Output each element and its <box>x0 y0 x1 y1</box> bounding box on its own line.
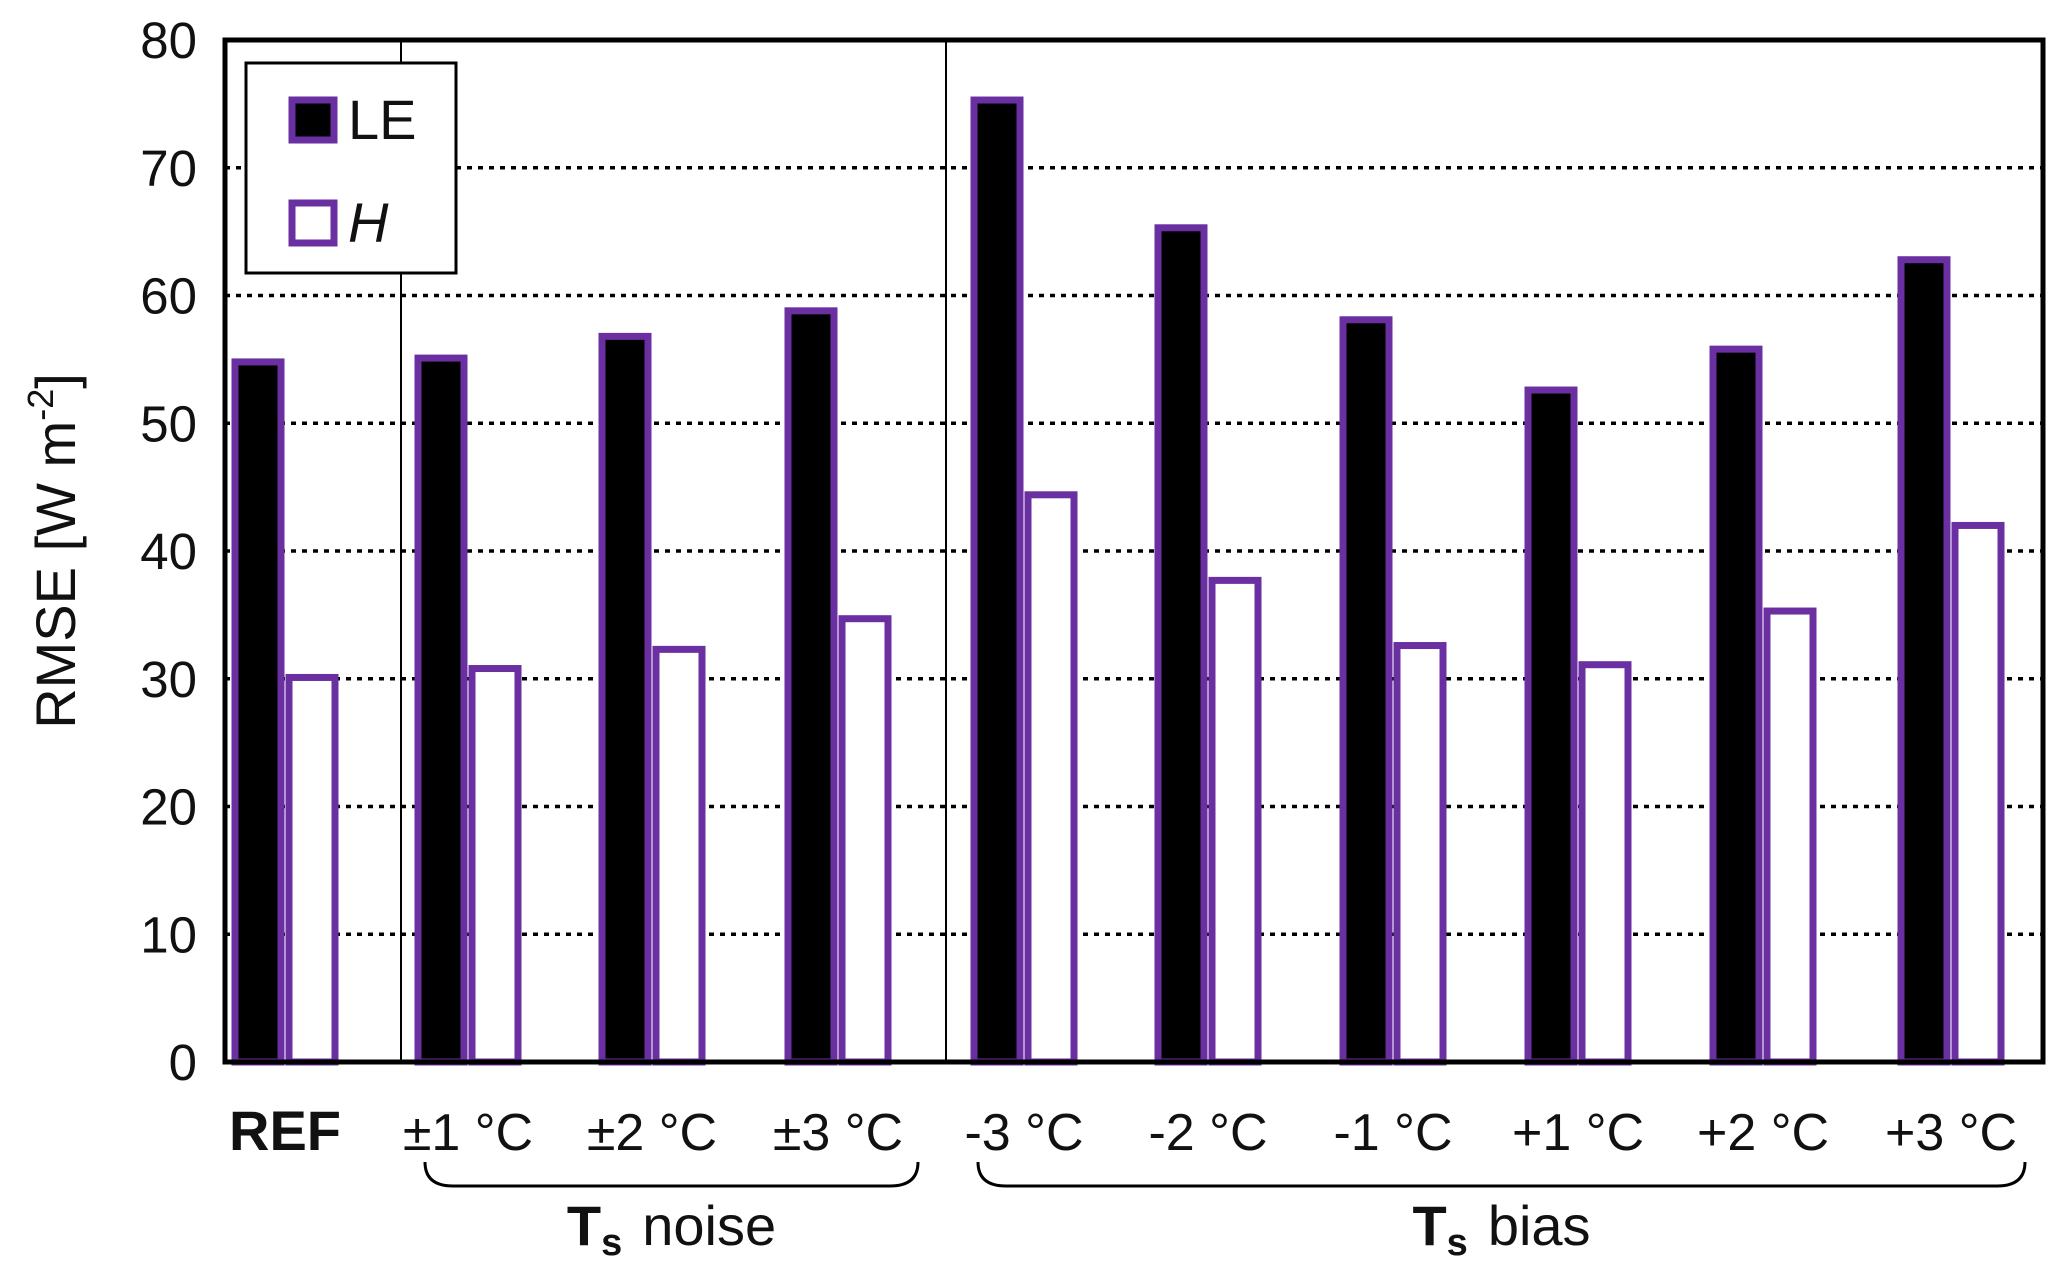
bar-h-2 <box>652 645 706 1066</box>
bar-h-9 <box>1951 521 2005 1066</box>
bar-h-1 <box>468 665 522 1066</box>
bar-h-6 <box>1393 642 1447 1066</box>
bars <box>231 96 2005 1066</box>
group-bracket-0 <box>423 1161 920 1188</box>
y-tick-label-70: 70 <box>140 140 197 197</box>
bar-h-5 <box>1208 576 1262 1066</box>
y-tick-label-60: 60 <box>140 268 197 325</box>
bar-h-8 <box>1763 607 1817 1066</box>
bar-h-7 <box>1578 661 1632 1066</box>
bar-le-9 <box>1897 256 1951 1066</box>
legend-label-h: H <box>348 191 389 254</box>
y-tick-label-80: 80 <box>140 12 197 69</box>
y-tick-label-0: 0 <box>169 1034 197 1091</box>
x-category-label-8: +2 °C <box>1697 1104 1829 1162</box>
group-brackets: Ts noise Ts bias <box>423 1161 2027 1264</box>
legend: LE H <box>244 61 458 275</box>
x-category-label-9: +3 °C <box>1885 1104 2017 1162</box>
x-category-label-2: ±2 °C <box>587 1104 717 1162</box>
y-axis-label: RMSE [W m-2] <box>20 373 87 729</box>
group-label-1: Ts bias <box>1412 1194 1590 1264</box>
y-tick-label-50: 50 <box>140 395 197 452</box>
legend-swatch-h <box>288 199 338 247</box>
x-category-label-0: REF <box>229 1099 341 1162</box>
x-category-label-3: ±3 °C <box>773 1104 903 1162</box>
y-tick-label-10: 10 <box>140 906 197 963</box>
bar-le-6 <box>1339 316 1393 1066</box>
bar-h-3 <box>838 615 892 1066</box>
bar-le-4 <box>970 96 1024 1066</box>
bar-le-7 <box>1524 386 1578 1066</box>
group-label-0: Ts noise <box>567 1194 776 1264</box>
legend-box <box>244 61 458 275</box>
y-tick-label-20: 20 <box>140 779 197 836</box>
group-bracket-1 <box>976 1161 2027 1188</box>
legend-label-le: LE <box>348 88 417 151</box>
bar-le-3 <box>784 307 838 1066</box>
bar-le-0 <box>231 358 285 1066</box>
x-category-label-5: -2 °C <box>1148 1104 1267 1162</box>
bar-h-4 <box>1024 491 1078 1066</box>
bar-le-1 <box>414 354 468 1066</box>
plot-frame <box>222 37 2046 1065</box>
bar-h-0 <box>285 673 339 1066</box>
y-tick-labels: 0 10 20 30 40 50 60 70 80 <box>140 12 197 1091</box>
x-category-label-4: -3 °C <box>964 1104 1083 1162</box>
x-category-label-6: -1 °C <box>1333 1104 1452 1162</box>
bar-le-5 <box>1154 224 1208 1066</box>
x-category-label-1: ±1 °C <box>403 1104 533 1162</box>
bar-le-8 <box>1709 345 1763 1066</box>
x-category-labels: REF ±1 °C ±2 °C ±3 °C -3 °C -2 °C -1 °C +1 °C +2… <box>229 1099 2017 1162</box>
x-category-label-7: +1 °C <box>1512 1104 1644 1162</box>
y-tick-label-30: 30 <box>140 651 197 708</box>
y-tick-label-40: 40 <box>140 523 197 580</box>
bar-le-2 <box>598 332 652 1066</box>
legend-swatch-le <box>288 96 338 144</box>
